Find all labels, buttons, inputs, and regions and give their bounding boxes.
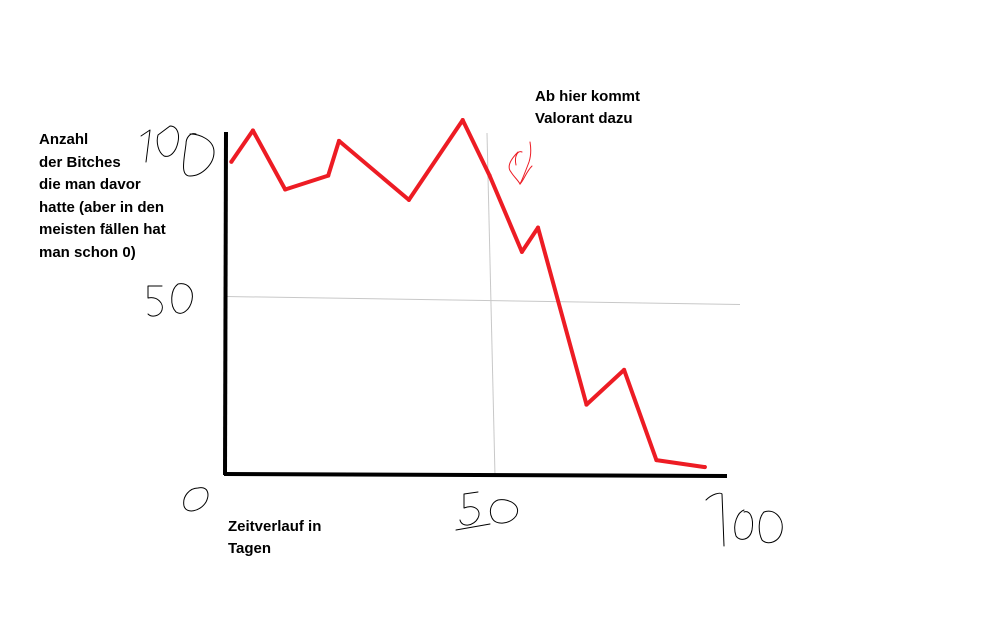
x-tick-label-100 — [705, 492, 783, 547]
y-axis-label-line: die man davor — [39, 176, 141, 194]
annotation-line: Ab hier kommt — [535, 88, 641, 105]
series-line-0 — [229, 118, 707, 470]
y-tick-label-50 — [147, 283, 193, 317]
data-point — [250, 128, 255, 133]
data-point — [460, 118, 465, 123]
y-axis-label-line: Anzahl — [39, 131, 89, 148]
data-point — [487, 173, 492, 178]
data-point — [326, 173, 331, 178]
y-axis-label-line: man schon 0) — [39, 243, 136, 261]
y-axis-label: Anzahl der Bitches die man davor hatte (… — [39, 129, 209, 265]
data-point — [702, 465, 707, 470]
x-tick-label-0 — [183, 487, 209, 512]
data-point — [336, 138, 341, 143]
annotation-line: Valorant dazu — [535, 110, 633, 127]
y-axis-label-line: hatte (aber in den — [39, 198, 165, 216]
x-axis-line — [223, 472, 728, 478]
annotation-arrow — [508, 141, 533, 186]
x-axis-label: Zeitverlauf in Tagen — [228, 516, 368, 560]
grid-line-vertical — [486, 132, 496, 477]
data-point — [584, 402, 589, 407]
data-point — [654, 458, 659, 463]
x-axis-label-line: Tagen — [228, 540, 272, 557]
y-tick-label-100 — [140, 125, 215, 177]
y-axis-label-line: der Bitches — [39, 153, 121, 171]
data-point — [229, 159, 234, 164]
data-point — [536, 225, 541, 230]
y-axis-line — [223, 131, 228, 476]
x-axis-label-line: Zeitverlauf in — [228, 518, 322, 535]
data-point — [622, 367, 627, 372]
data-point — [406, 197, 411, 202]
data-point — [519, 249, 524, 254]
grid-line-horizontal — [225, 296, 741, 305]
annotation-text: Ab hier kommt Valorant dazu — [535, 86, 685, 130]
data-point — [283, 187, 288, 192]
x-tick-label-50 — [455, 491, 518, 531]
y-axis-label-line: meisten fällen hat — [39, 221, 166, 239]
